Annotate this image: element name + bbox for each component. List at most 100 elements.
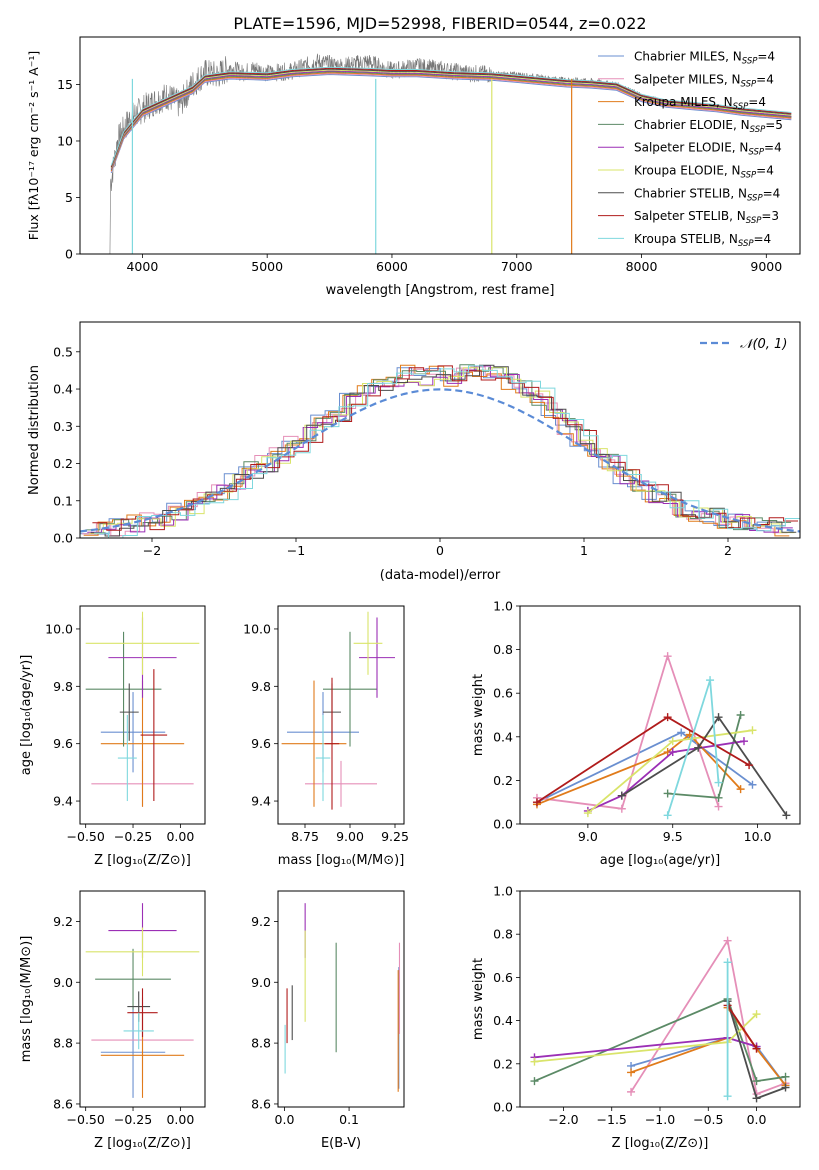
mass-weight-marker	[663, 789, 672, 798]
age-vs-mass-panel: 8.75 9.00 9.25 9.4 9.6 9.8 10.0 mass [log₁₀(M/M…	[243, 605, 409, 868]
mass-weight-marker	[752, 1010, 761, 1019]
axes-frame	[79, 36, 801, 255]
model-spectrum-line	[110, 69, 792, 169]
spectrum-panel: 4000 5000 6000 7000 8000 9000 0 5 10 15 wavelength…	[26, 36, 801, 298]
residual-histogram-line	[92, 365, 798, 531]
mass-weight-marker	[736, 711, 745, 719]
y-tick-label: 9.2	[53, 914, 73, 929]
axes-frame	[79, 321, 801, 539]
mass-weight-line	[534, 1036, 757, 1059]
legend-entry: Chabrier STELIB, NSSP=4	[634, 186, 780, 203]
mass-weight-marker	[714, 713, 723, 722]
normal-curve-line	[79, 388, 801, 533]
mass-weight-marker	[663, 652, 672, 661]
mass-weight-marker	[736, 785, 745, 794]
mass-weight-vs-age-panel: 9.0 9.5 10.0 0.0 0.2 0.4 0.6 0.8 1.0 age [log₁₀(a…	[471, 599, 801, 868]
model-spectrum-line	[110, 70, 792, 170]
y-axis-label: mass weight	[471, 958, 486, 1040]
y-tick-label: 0.2	[53, 456, 73, 471]
legend-entry: Chabrier ELODIE, NSSP=5	[634, 118, 783, 135]
x-tick-label: 9000	[750, 259, 782, 274]
legend-entry: Salpeter MILES, NSSP=4	[634, 72, 774, 89]
y-tick-label: 9.2	[251, 914, 271, 929]
y-axis-label: mass [log₁₀(M/M⊙)]	[19, 936, 34, 1063]
x-axis-label: E(B-V)	[321, 1136, 361, 1151]
residual-histogram-line	[90, 364, 797, 537]
x-tick-label: 9.0	[578, 829, 598, 844]
y-tick-label: 9.8	[53, 679, 73, 694]
y-tick-label: 1.0	[493, 599, 513, 614]
y-tick-label: 9.4	[251, 794, 271, 809]
x-tick-label: 8.75	[291, 829, 319, 844]
x-tick-label: 6000	[376, 259, 408, 274]
x-tick-label: 9.25	[381, 829, 409, 844]
y-tick-label: 9.6	[53, 736, 73, 751]
legend-entry: Kroupa ELODIE, NSSP=4	[634, 164, 774, 181]
axes-frame	[519, 605, 801, 825]
mass-weight-marker	[668, 737, 677, 746]
mass-weight-marker	[782, 811, 791, 820]
mass-weight-line	[630, 1004, 787, 1086]
mass-weight-line	[587, 740, 745, 812]
x-axis-label: wavelength [Angstrom, rest frame]	[326, 283, 555, 298]
mass-weight-marker	[583, 809, 592, 818]
x-tick-label: 2	[724, 543, 732, 558]
y-tick-label: 0.3	[53, 419, 73, 434]
y-tick-label: 5	[65, 190, 73, 205]
y-tick-label: 0.2	[493, 773, 513, 788]
x-tick-label: 9.5	[663, 829, 683, 844]
mass-weight-marker	[706, 676, 715, 685]
x-tick-label: 0.0	[275, 1112, 295, 1127]
x-tick-label: −1	[287, 543, 305, 558]
x-tick-label: 5000	[251, 259, 283, 274]
y-tick-label: 0.0	[493, 817, 513, 832]
model-spectrum-line	[110, 66, 792, 166]
y-tick-label: 0	[65, 247, 73, 262]
x-tick-label: −0.50	[67, 829, 105, 844]
mass-weight-marker	[663, 713, 672, 722]
mass-weight-marker	[752, 1077, 761, 1086]
x-tick-label: −1.5	[597, 1112, 627, 1127]
x-tick-label: 0.1	[339, 1112, 359, 1127]
x-tick-label: −0.25	[114, 829, 152, 844]
mass-weight-marker	[723, 936, 732, 945]
mass-weight-line	[536, 733, 742, 806]
y-axis-label: Normed distribution	[27, 365, 42, 495]
y-tick-label: 9.8	[251, 679, 271, 694]
x-axis-label: Z [log₁₀(Z/Z⊙)]	[94, 853, 191, 868]
mass-weight-line	[667, 714, 742, 799]
y-tick-label: 10.0	[243, 621, 271, 636]
mass-weight-marker	[714, 793, 723, 802]
mass-weight-marker	[617, 791, 626, 800]
mass-weight-line	[534, 997, 786, 1083]
y-tick-label: 8.8	[53, 1036, 73, 1051]
y-tick-label: 0.0	[53, 531, 73, 546]
y-tick-label: 0.4	[53, 382, 73, 397]
y-tick-label: 0.6	[493, 686, 513, 701]
mass-weight-marker	[745, 761, 754, 770]
x-tick-label: −0.50	[67, 1112, 105, 1127]
mass-weight-marker	[714, 802, 723, 811]
y-tick-label: 0.5	[53, 344, 73, 359]
x-tick-label: 10.0	[744, 829, 772, 844]
y-tick-label: 9.6	[251, 736, 271, 751]
mass-weight-marker	[627, 1068, 636, 1077]
model-spectrum-line	[110, 67, 792, 167]
y-tick-label: 15	[57, 77, 73, 92]
x-tick-label: 7000	[501, 259, 533, 274]
model-spectrum-line	[110, 71, 792, 171]
legend-entry: Salpeter STELIB, NSSP=3	[634, 209, 779, 226]
residual-histogram-line	[83, 364, 790, 537]
mass-weight-vs-metallicity-panel: −2.0 −1.5 −1.0 −0.5 0.0 0.0 0.2 0.4 0.6 0.8 1.0 Z […	[471, 884, 801, 1151]
x-tick-label: −2.0	[548, 1112, 578, 1127]
y-tick-label: 8.6	[53, 1096, 73, 1111]
y-tick-label: 0.8	[493, 642, 513, 657]
y-axis-label: Flux [fλ10⁻¹⁷ erg cm⁻² s⁻¹ A⁻¹]	[26, 51, 41, 240]
figure-title: PLATE=1596, MJD=52998, FIBERID=0544, z=0…	[233, 14, 646, 33]
mass-weight-marker	[748, 726, 757, 735]
x-tick-label: 8000	[626, 259, 658, 274]
legend-entry: Chabrier MILES, NSSP=4	[634, 50, 775, 67]
x-tick-label: 0.0	[747, 1112, 767, 1127]
axes-frame	[277, 605, 405, 825]
